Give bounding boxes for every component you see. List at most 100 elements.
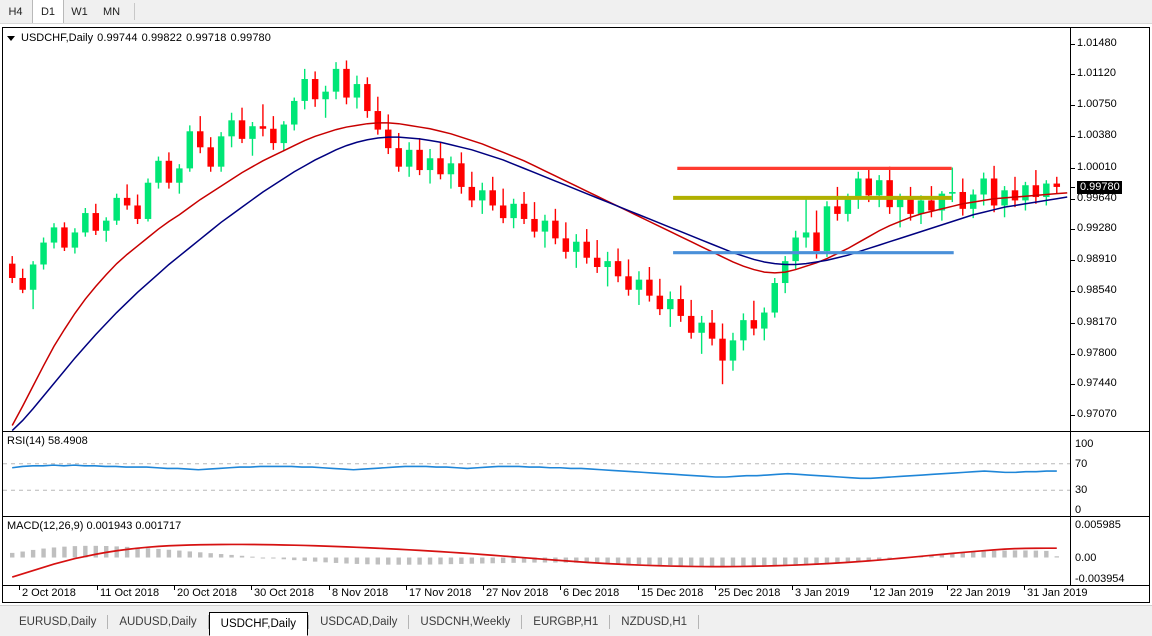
timeframe-label: H4 bbox=[8, 5, 23, 18]
date-axis-tick bbox=[715, 586, 716, 590]
macd-axis-label: 0.00 bbox=[1075, 551, 1097, 564]
price-axis-tick bbox=[1071, 229, 1075, 230]
rsi-axis-label: 30 bbox=[1075, 484, 1088, 497]
timeframe-label: MN bbox=[102, 5, 121, 18]
chart-tab-usdcad-daily[interactable]: USDCAD,Daily bbox=[309, 611, 408, 633]
macd-pane[interactable]: MACD(12,26,9) 0.001943 0.001717 0.005985… bbox=[3, 517, 1149, 585]
price-axis-tick bbox=[1071, 323, 1075, 324]
date-axis-label: 3 Jan 2019 bbox=[795, 587, 850, 599]
price-axis-label: 0.98910 bbox=[1077, 253, 1117, 266]
chart-tab-usdcnh-weekly[interactable]: USDCNH,Weekly bbox=[409, 611, 521, 633]
chart-tab-label: EURUSD,Daily bbox=[19, 616, 97, 628]
date-axis-label: 25 Dec 2018 bbox=[718, 587, 781, 599]
price-axis-label: 0.98170 bbox=[1077, 315, 1117, 328]
chart-tab-label: USDCNH,Weekly bbox=[420, 616, 511, 628]
toolbar-divider bbox=[134, 3, 135, 20]
date-axis-label: 30 Oct 2018 bbox=[254, 587, 314, 599]
macd-title: MACD(12,26,9) 0.001943 0.001717 bbox=[7, 520, 182, 532]
timeframe-toolbar: H4 D1 W1 MN bbox=[0, 0, 1152, 24]
chart-symbol-header[interactable]: USDCHF,Daily 0.99744 0.99822 0.99718 0.9… bbox=[7, 32, 271, 44]
price-axis-label: 1.01480 bbox=[1077, 36, 1117, 49]
chart-tab-audusd-daily[interactable]: AUDUSD,Daily bbox=[108, 611, 207, 633]
rsi-axis-line bbox=[1070, 432, 1071, 516]
ohlc-low: 0.99718 bbox=[186, 32, 227, 44]
rsi-title: RSI(14) 58.4908 bbox=[7, 435, 88, 447]
date-axis-label: 15 Dec 2018 bbox=[641, 587, 704, 599]
date-axis-tick bbox=[947, 586, 948, 590]
tab-divider bbox=[107, 615, 109, 629]
price-axis-label: 0.99640 bbox=[1077, 191, 1117, 204]
rsi-pane[interactable]: RSI(14) 58.4908 100 70 30 0 bbox=[3, 432, 1149, 516]
rsi-axis-label: 0 bbox=[1075, 504, 1082, 516]
chart-tab-eurusd-daily[interactable]: EURUSD,Daily bbox=[8, 611, 107, 633]
chart-tab-label: USDCHF,Daily bbox=[220, 618, 297, 630]
timeframe-button-mn[interactable]: MN bbox=[96, 0, 128, 23]
chart-tab-label: AUDUSD,Daily bbox=[119, 616, 197, 628]
chart-tab-usdchf-daily[interactable]: USDCHF,Daily bbox=[208, 612, 309, 636]
chart-tab-label: NZDUSD,H1 bbox=[621, 616, 688, 628]
price-axis-tick bbox=[1071, 168, 1075, 169]
price-axis-label: 1.00380 bbox=[1077, 129, 1117, 142]
ohlc-close: 0.99780 bbox=[230, 32, 271, 44]
triangle-down-icon[interactable] bbox=[7, 35, 15, 41]
price-axis-label: 1.00750 bbox=[1077, 98, 1117, 111]
date-axis-label: 22 Jan 2019 bbox=[950, 587, 1011, 599]
date-axis-label: 20 Oct 2018 bbox=[177, 587, 237, 599]
price-axis-tick bbox=[1071, 187, 1075, 188]
price-axis-tick bbox=[1071, 415, 1075, 416]
current-price-label[interactable]: 0.99780 bbox=[1077, 180, 1122, 194]
timeframe-button-d1[interactable]: D1 bbox=[32, 0, 64, 23]
price-axis-tick bbox=[1071, 44, 1075, 45]
timeframe-label: D1 bbox=[40, 5, 56, 18]
macd-axis-line bbox=[1070, 517, 1071, 585]
price-axis-tick bbox=[1071, 260, 1075, 261]
date-axis-tick bbox=[406, 586, 407, 590]
date-axis-tick bbox=[251, 586, 252, 590]
date-axis-label: 6 Dec 2018 bbox=[563, 587, 620, 599]
macd-axis-label: 0.005985 bbox=[1075, 519, 1121, 531]
tab-divider bbox=[308, 615, 310, 629]
price-axis-label: 0.99280 bbox=[1077, 222, 1117, 235]
date-axis-tick bbox=[792, 586, 793, 590]
date-axis-label: 27 Nov 2018 bbox=[486, 587, 549, 599]
date-axis-label: 2 Oct 2018 bbox=[22, 587, 76, 599]
chart-canvas-frame[interactable]: USDCHF,Daily 0.99744 0.99822 0.99718 0.9… bbox=[2, 27, 1150, 603]
price-axis-label: 0.97440 bbox=[1077, 377, 1117, 390]
tab-divider bbox=[408, 615, 410, 629]
ohlc-open: 0.99744 bbox=[97, 32, 138, 44]
timeframe-button-h4[interactable]: H4 bbox=[0, 0, 32, 23]
date-axis-tick bbox=[560, 586, 561, 590]
price-pane[interactable]: USDCHF,Daily 0.99744 0.99822 0.99718 0.9… bbox=[3, 28, 1149, 431]
date-axis-tick bbox=[1024, 586, 1025, 590]
price-axis-tick bbox=[1071, 199, 1075, 200]
price-axis-tick bbox=[1071, 354, 1075, 355]
pane-separator[interactable] bbox=[3, 431, 1149, 432]
price-plot bbox=[8, 60, 1068, 431]
price-axis-label: 0.98540 bbox=[1077, 284, 1117, 297]
macd-axis-label: -0.003954 bbox=[1075, 573, 1125, 585]
chart-tab-bar: EURUSD,Daily AUDUSD,Daily USDCHF,Daily USDC… bbox=[0, 605, 1152, 636]
price-axis-tick bbox=[1071, 291, 1075, 292]
date-axis[interactable]: 2 Oct 2018 11 Oct 2018 20 Oct 2018 30 Oct 2… bbox=[3, 586, 1149, 602]
date-axis-tick bbox=[97, 586, 98, 590]
price-axis-tick bbox=[1071, 384, 1075, 385]
tab-divider bbox=[207, 615, 209, 629]
chart-tab-label: EURGBP,H1 bbox=[533, 616, 599, 628]
price-axis-tick bbox=[1071, 136, 1075, 137]
date-axis-tick bbox=[870, 586, 871, 590]
chart-tab-eurgbp-h1[interactable]: EURGBP,H1 bbox=[522, 611, 609, 633]
timeframe-button-w1[interactable]: W1 bbox=[64, 0, 96, 23]
symbol-period-label: USDCHF,Daily bbox=[21, 32, 94, 44]
price-axis-label: 1.01120 bbox=[1077, 66, 1116, 79]
price-axis-label: 1.00010 bbox=[1077, 160, 1117, 173]
date-axis-label: 31 Jan 2019 bbox=[1027, 587, 1088, 599]
date-axis-tick bbox=[174, 586, 175, 590]
chart-tab-nzdusd-h1[interactable]: NZDUSD,H1 bbox=[610, 611, 698, 633]
ohlc-high: 0.99822 bbox=[141, 32, 183, 44]
date-axis-tick bbox=[329, 586, 330, 590]
tab-divider bbox=[698, 615, 700, 629]
date-axis-tick bbox=[483, 586, 484, 590]
pane-separator[interactable] bbox=[3, 516, 1149, 517]
date-axis-label: 11 Oct 2018 bbox=[100, 587, 160, 599]
date-axis-tick bbox=[638, 586, 639, 590]
